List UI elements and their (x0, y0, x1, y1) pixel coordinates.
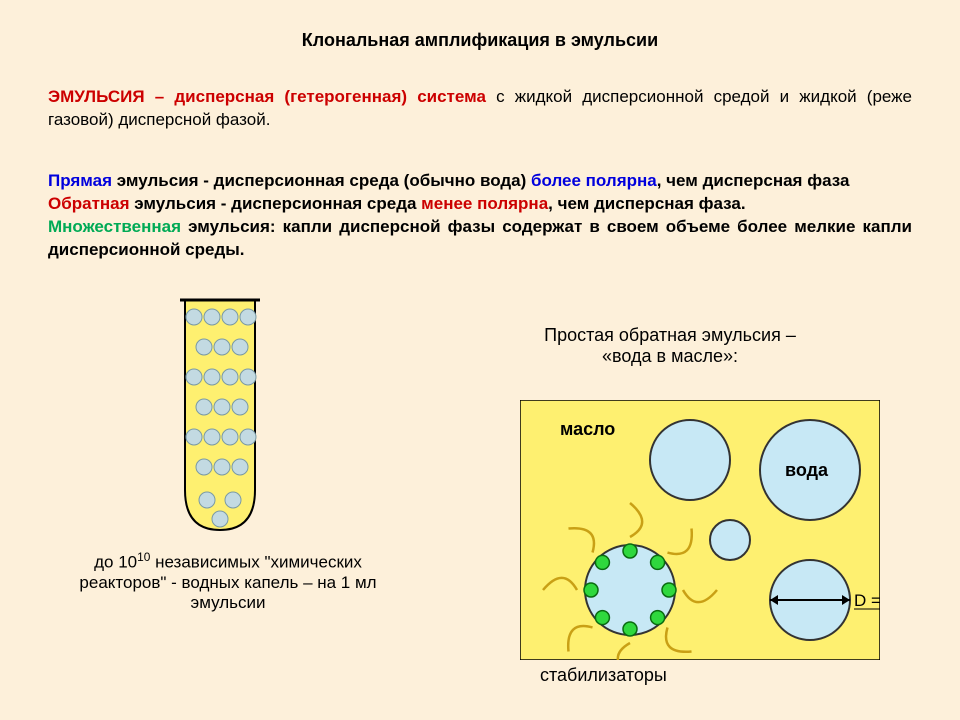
direct-mid: эмульсия - дисперсионная среда (обычно в… (112, 171, 531, 190)
svg-text:масло: масло (560, 419, 615, 439)
reverse-tail: , чем дисперсная фаза. (548, 194, 745, 213)
direct-key: более полярна (531, 171, 657, 190)
types-text: Прямая эмульсия - дисперсионная среда (о… (48, 170, 912, 262)
emulsion-diagram: масло вода D = 1÷10 мкм (520, 400, 880, 660)
svg-text:D = 1÷10 мкм: D = 1÷10 мкм (854, 591, 880, 610)
reverse-key: менее полярна (421, 194, 548, 213)
em-title-l2: «вода в масле»: (602, 346, 738, 366)
reverse-mid: эмульсия - дисперсионная среда (130, 194, 422, 213)
direct-label: Прямая (48, 171, 112, 190)
emulsion-title: Простая обратная эмульсия – «вода в масл… (470, 325, 870, 367)
test-tube-diagram (175, 295, 265, 535)
reverse-label: Обратная (48, 194, 130, 213)
def-head: ЭМУЛЬСИЯ – дисперсная (гетерогенная) сис… (48, 87, 486, 106)
slide-title: Клональная амплификация в эмульсии (0, 0, 960, 51)
cap-exp: 10 (137, 550, 150, 564)
tube-caption: до 1010 независимых "химических реакторо… (78, 550, 378, 613)
svg-text:вода: вода (785, 460, 829, 480)
definition-text: ЭМУЛЬСИЯ – дисперсная (гетерогенная) сис… (48, 86, 912, 132)
direct-tail: , чем дисперсная фаза (657, 171, 850, 190)
multiple-label: Множественная (48, 217, 181, 236)
cap-pre: до 10 (94, 553, 137, 572)
em-title-l1: Простая обратная эмульсия – (544, 325, 796, 345)
stabilizers-label: стабилизаторы (540, 665, 667, 686)
